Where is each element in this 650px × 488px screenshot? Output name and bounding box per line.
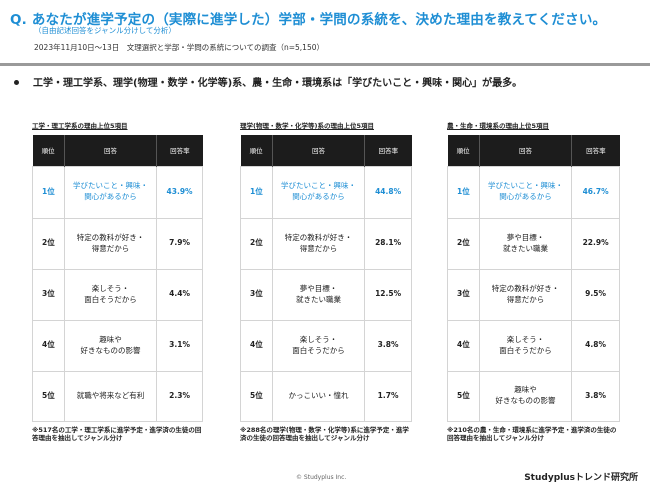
rank-cell: 3位 (240, 268, 273, 321)
rate-cell: 4.4% (156, 268, 203, 321)
summary-text: 工学・理工学系、理学(物理・数学・化学等)系、農・生命・環境系は「学びたいこと・… (33, 78, 523, 89)
rate-cell: 7.9% (156, 217, 203, 270)
question-subtitle: （自由記述回答をジャンル分けして分析） (34, 26, 176, 35)
answer-cell: 特定の教科が好き・ 得意だから (271, 217, 366, 270)
table-row: 2位 特定の教科が好き・ 得意だから 7.9% (32, 217, 203, 270)
column-header-rank: 順位 (447, 135, 480, 166)
rate-cell: 3.1% (156, 319, 203, 372)
answer-cell: 趣味や 好きなものの影響 (478, 370, 573, 422)
survey-info: 2023年11月10日～13日 文理選択と学部・学問の系統についての調査（n=5… (34, 43, 324, 52)
rate-cell: 22.9% (571, 217, 620, 270)
rate-cell: 44.8% (364, 165, 412, 219)
rate-cell: 46.7% (571, 165, 620, 219)
summary-point: 工学・理工学系、理学(物理・数学・化学等)系、農・生命・環境系は「学びたいこと・… (14, 74, 522, 89)
answer-cell: 夢や目標・ 就きたい職業 (271, 268, 366, 321)
column-header-rate: 回答率 (571, 135, 620, 166)
answer-cell: 楽しそう・ 面白そうだから (478, 319, 573, 372)
rank-cell: 1位 (240, 165, 273, 219)
table-row: 5位 趣味や 好きなものの影響 3.8% (447, 370, 620, 422)
rank-cell: 1位 (447, 165, 480, 219)
answer-cell: 楽しそう・ 面白そうだから (63, 268, 158, 321)
table-row: 4位 楽しそう・ 面白そうだから 4.8% (447, 319, 620, 372)
table-footnote: ※288名の理学(物理・数学・化学等)系に進学予定・進学済の生徒の回答理由を抽出… (240, 425, 409, 442)
bullet-icon (14, 79, 19, 85)
table-row: 4位 趣味や 好きなものの影響 3.1% (32, 319, 203, 372)
answer-cell: 趣味や 好きなものの影響 (63, 319, 158, 372)
column-header-rate: 回答率 (156, 135, 203, 166)
rank-cell: 5位 (32, 370, 65, 422)
ranking-block-engineering: 工学・理工学系の理由上位5項目 順位 回答 回答率 1位 学びたいこと・興味・ 関心がある… (32, 120, 203, 442)
answer-cell: 特定の教科が好き・ 得意だから (478, 268, 573, 321)
rank-cell: 3位 (447, 268, 480, 321)
table-row: 1位 学びたいこと・興味・ 関心があるから 44.8% (240, 165, 412, 219)
rank-cell: 2位 (32, 217, 65, 270)
rank-cell: 2位 (240, 217, 273, 270)
answer-cell: 夢や目標・ 就きたい職業 (478, 217, 573, 270)
ranking-block-science: 理学(物理・数学・化学等)系の理由上位5項目 順位 回答 回答率 1位 学びたいこと・興味… (240, 120, 412, 442)
question-title: Q. あなたが進学予定の（実際に進学した）学部・学問の系統を、決めた理由を教えて… (10, 12, 607, 28)
rank-cell: 2位 (447, 217, 480, 270)
table-header-row: 順位 回答 回答率 (447, 135, 620, 166)
table-row: 1位 学びたいこと・興味・ 関心があるから 43.9% (32, 165, 203, 219)
column-header-answer: 回答 (272, 135, 366, 166)
rank-cell: 5位 (447, 370, 480, 422)
rate-cell: 3.8% (571, 370, 620, 422)
table-footnote: ※517名の工学・理工学系に進学予定・進学済の生徒の回答理由を抽出してジャンル分… (32, 425, 202, 442)
rank-cell: 3位 (32, 268, 65, 321)
rank-cell: 5位 (240, 370, 273, 422)
answer-cell: 楽しそう・ 面白そうだから (271, 319, 366, 372)
ranking-block-agriculture: 農・生命・環境系の理由上位5項目 順位 回答 回答率 1位 学びたいこと・興味・ 関心があ… (447, 120, 620, 442)
rate-cell: 28.1% (364, 217, 412, 270)
ranking-table: 順位 回答 回答率 1位 学びたいこと・興味・ 関心があるから 46.7% 2位 夢や目標・ … (447, 135, 620, 422)
column-header-answer: 回答 (64, 135, 158, 166)
table-row: 3位 楽しそう・ 面白そうだから 4.4% (32, 268, 203, 321)
brand-logo-text: Studyplusトレンド研究所 (524, 473, 638, 483)
rank-cell: 4位 (447, 319, 480, 372)
column-header-answer: 回答 (479, 135, 573, 166)
copyright: © Studyplus Inc. (296, 474, 347, 481)
answer-cell: 学びたいこと・興味・ 関心があるから (271, 165, 366, 219)
table-row: 4位 楽しそう・ 面白そうだから 3.8% (240, 319, 412, 372)
rate-cell: 2.3% (156, 370, 203, 422)
rate-cell: 3.8% (364, 319, 412, 372)
table-footnote: ※210名の農・生命・環境系に進学予定・進学済の生徒の回答理由を抽出してジャンル… (447, 425, 617, 442)
column-header-rank: 順位 (32, 135, 65, 166)
rate-cell: 12.5% (364, 268, 412, 321)
table-title: 工学・理工学系の理由上位5項目 (32, 122, 128, 130)
table-row: 2位 特定の教科が好き・ 得意だから 28.1% (240, 217, 412, 270)
table-header-row: 順位 回答 回答率 (240, 135, 412, 166)
answer-cell: かっこいい・憧れ (271, 370, 366, 422)
table-row: 5位 かっこいい・憧れ 1.7% (240, 370, 412, 422)
answer-cell: 学びたいこと・興味・ 関心があるから (63, 165, 158, 219)
rate-cell: 9.5% (571, 268, 620, 321)
ranking-table: 順位 回答 回答率 1位 学びたいこと・興味・ 関心があるから 43.9% 2位 特定の教科が… (32, 135, 203, 422)
rank-cell: 4位 (32, 319, 65, 372)
table-row: 5位 就職や将来など有利 2.3% (32, 370, 203, 422)
ranking-table: 順位 回答 回答率 1位 学びたいこと・興味・ 関心があるから 44.8% 2位 特定の教科が… (240, 135, 412, 422)
table-row: 3位 夢や目標・ 就きたい職業 12.5% (240, 268, 412, 321)
answer-cell: 特定の教科が好き・ 得意だから (63, 217, 158, 270)
table-title: 理学(物理・数学・化学等)系の理由上位5項目 (240, 122, 374, 130)
answer-cell: 就職や将来など有利 (63, 370, 158, 422)
rate-cell: 1.7% (364, 370, 412, 422)
table-row: 3位 特定の教科が好き・ 得意だから 9.5% (447, 268, 620, 321)
table-row: 2位 夢や目標・ 就きたい職業 22.9% (447, 217, 620, 270)
rank-cell: 1位 (32, 165, 65, 219)
column-header-rank: 順位 (240, 135, 273, 166)
answer-cell: 学びたいこと・興味・ 関心があるから (478, 165, 573, 219)
table-header-row: 順位 回答 回答率 (32, 135, 203, 166)
column-header-rate: 回答率 (364, 135, 412, 166)
rate-cell: 43.9% (156, 165, 203, 219)
rate-cell: 4.8% (571, 319, 620, 372)
table-title: 農・生命・環境系の理由上位5項目 (447, 122, 550, 130)
divider (0, 63, 650, 66)
rank-cell: 4位 (240, 319, 273, 372)
table-row: 1位 学びたいこと・興味・ 関心があるから 46.7% (447, 165, 620, 219)
